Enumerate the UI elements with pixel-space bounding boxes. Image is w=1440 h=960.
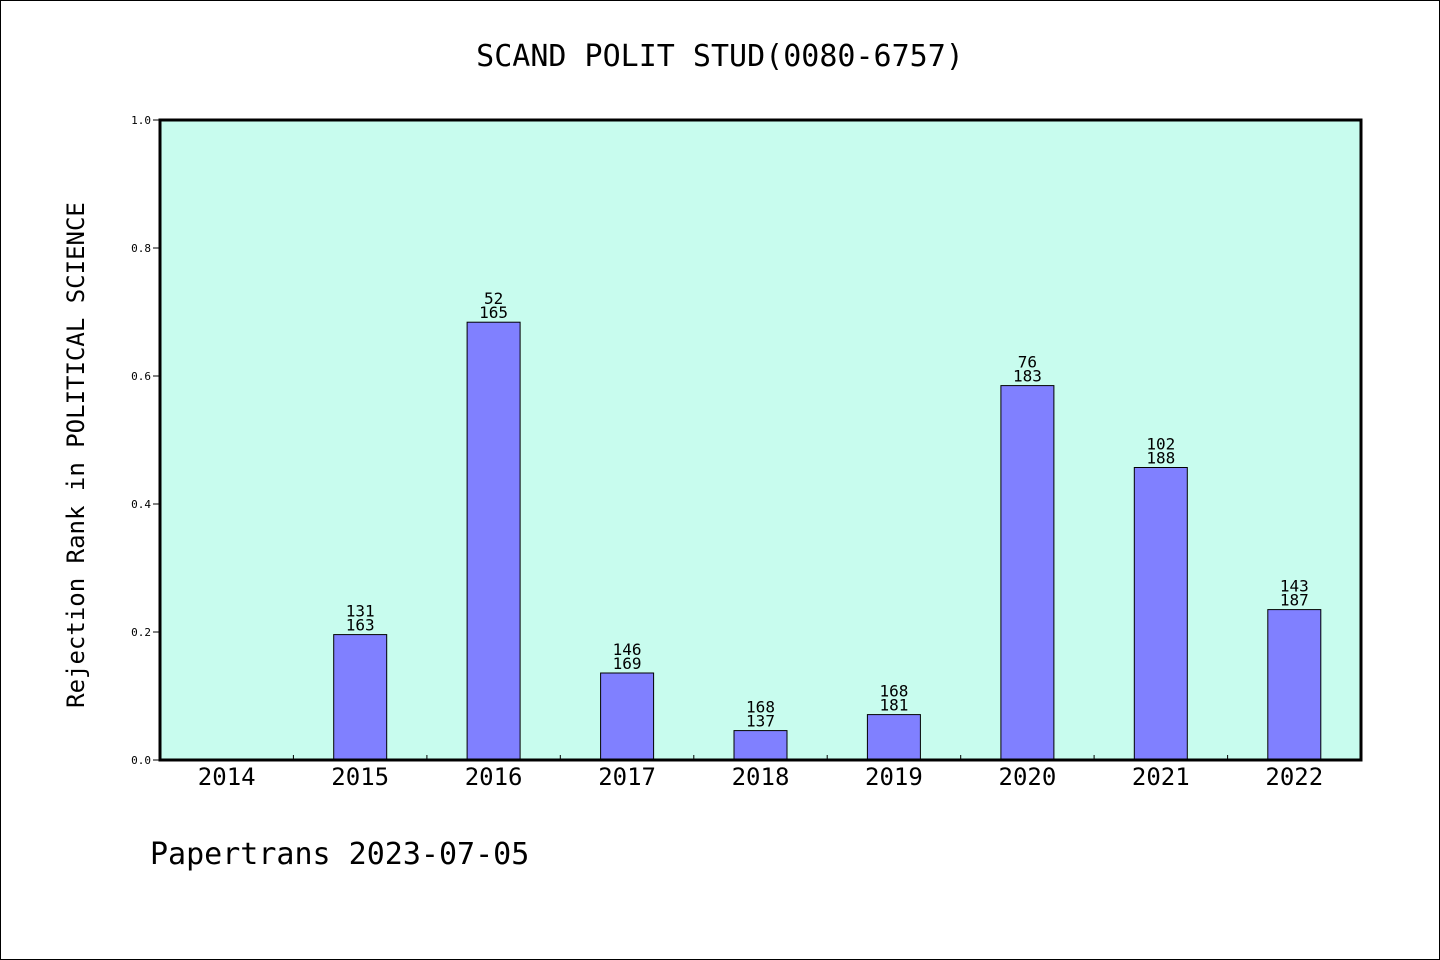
x-tick-label-2019: 2019 (865, 763, 923, 791)
y-tick-label-0.2: 0.2 (131, 626, 151, 639)
y-tick-label-1.0: 1.0 (131, 114, 151, 127)
data-label-bottom-2015: 163 (346, 616, 375, 635)
x-tick-label-2021: 2021 (1132, 763, 1190, 791)
x-tick-label-2016: 2016 (465, 763, 523, 791)
data-labels-group: 1311635216514616916813716818176183102188… (346, 289, 1309, 730)
x-tick-label-2017: 2017 (598, 763, 656, 791)
data-label-top-2021: 102 (1146, 435, 1175, 454)
bar-2022 (1267, 609, 1322, 761)
data-label-top-2020: 76 (1018, 353, 1037, 372)
data-label-top-2017: 146 (613, 640, 642, 659)
x-tick-label-2018: 2018 (732, 763, 790, 791)
data-label-bottom-2022: 187 (1280, 591, 1309, 610)
bars-group (333, 321, 1322, 761)
data-label-bottom-2018: 137 (746, 712, 775, 731)
y-tick-label-0.8: 0.8 (131, 242, 151, 255)
chart-title: SCAND POLIT STUD(0080-6757) (476, 39, 964, 74)
y-tick-label-0.4: 0.4 (131, 498, 151, 511)
data-label-top-2016: 52 (484, 289, 503, 308)
y-axis: 0.0 0.2 0.4 0.6 0.8 1.0 (131, 114, 160, 767)
data-label-bottom-2017: 169 (613, 654, 642, 673)
plot-border (158, 118, 1363, 762)
y-tick-label-0.0: 0.0 (131, 754, 151, 767)
bar-2017 (600, 672, 655, 761)
data-label-top-2022: 143 (1280, 577, 1309, 596)
footer-text: Papertrans 2023-07-05 (150, 837, 529, 872)
x-axis: 2014 2015 2016 2017 2018 2019 2020 2021 2022 (198, 755, 1323, 791)
y-tick-label-0.6: 0.6 (131, 370, 151, 383)
bar-2018 (733, 730, 788, 761)
data-label-top-2019: 168 (879, 682, 908, 701)
data-label-bottom-2020: 183 (1013, 367, 1042, 386)
x-tick-label-2020: 2020 (999, 763, 1057, 791)
bar-2019 (866, 714, 921, 761)
x-tick-label-2014: 2014 (198, 763, 256, 791)
data-label-top-2018: 168 (746, 698, 775, 717)
x-tick-label-2022: 2022 (1265, 763, 1323, 791)
bar-2020 (1000, 385, 1055, 761)
data-label-top-2015: 131 (346, 602, 375, 621)
data-label-bottom-2021: 188 (1146, 449, 1175, 468)
bar-2021 (1133, 467, 1188, 761)
y-axis-label: Rejection Rank in POLITICAL SCIENCE (62, 202, 90, 708)
data-label-bottom-2016: 165 (479, 303, 508, 322)
bar-2016 (466, 321, 521, 761)
x-tick-label-2015: 2015 (331, 763, 389, 791)
data-label-bottom-2019: 181 (879, 696, 908, 715)
bar-2015 (333, 634, 388, 761)
